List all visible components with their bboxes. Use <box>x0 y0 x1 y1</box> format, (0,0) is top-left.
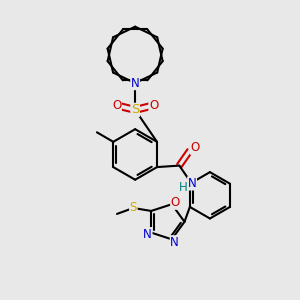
Text: H: H <box>179 181 188 194</box>
Text: O: O <box>112 99 121 112</box>
Text: S: S <box>130 202 137 214</box>
Text: O: O <box>171 196 180 209</box>
Text: O: O <box>190 141 200 154</box>
Text: O: O <box>149 99 158 112</box>
Text: N: N <box>188 177 197 190</box>
Text: N: N <box>170 236 179 249</box>
Text: S: S <box>131 103 139 116</box>
Text: N: N <box>131 76 140 90</box>
Text: N: N <box>143 228 152 241</box>
